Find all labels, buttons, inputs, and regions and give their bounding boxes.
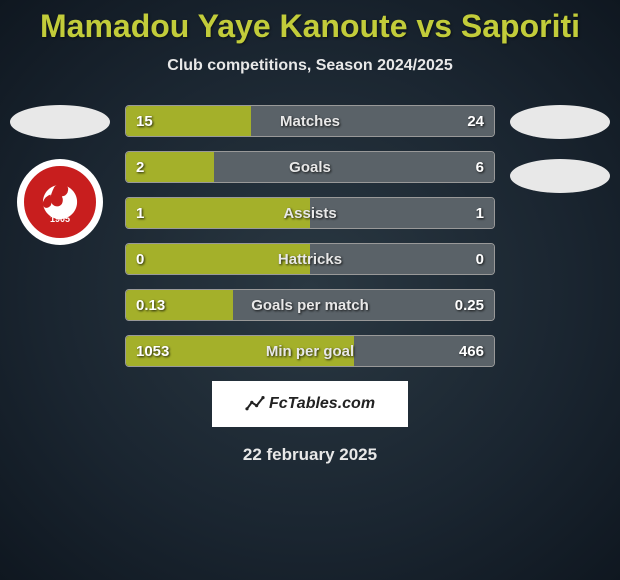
stat-row: 1053466Min per goal <box>125 335 495 367</box>
stat-row: 26Goals <box>125 151 495 183</box>
stat-bar-right <box>310 198 494 228</box>
placeholder-oval-icon <box>510 159 610 193</box>
stat-row: 0.130.25Goals per match <box>125 289 495 321</box>
stat-value-left: 15 <box>136 106 153 136</box>
stat-value-left: 0.13 <box>136 290 165 320</box>
stat-value-left: 1 <box>136 198 144 228</box>
left-player-logos: 1905 <box>10 105 110 245</box>
stat-value-right: 6 <box>476 152 484 182</box>
stat-row: 11Assists <box>125 197 495 229</box>
branding-text: FcTables.com <box>269 395 375 413</box>
stat-bar-right <box>214 152 494 182</box>
griffin-icon <box>26 168 94 236</box>
club-badge-perugia: 1905 <box>17 159 103 245</box>
stat-row: 00Hattricks <box>125 243 495 275</box>
stat-bar-right <box>251 106 494 136</box>
stat-value-left: 0 <box>136 244 144 274</box>
branding-badge: FcTables.com <box>212 381 408 427</box>
stat-value-right: 24 <box>467 106 484 136</box>
stat-value-right: 466 <box>459 336 484 366</box>
page-subtitle: Club competitions, Season 2024/2025 <box>0 57 620 75</box>
stat-value-right: 1 <box>476 198 484 228</box>
placeholder-oval-icon <box>510 105 610 139</box>
stat-value-left: 1053 <box>136 336 169 366</box>
date-label: 22 february 2025 <box>0 445 620 465</box>
stat-bar-left <box>126 244 310 274</box>
stat-row: 1524Matches <box>125 105 495 137</box>
stats-bars-container: 1524Matches26Goals11Assists00Hattricks0.… <box>125 105 495 367</box>
stat-bar-left <box>126 198 310 228</box>
stat-bar-right <box>310 244 494 274</box>
placeholder-oval-icon <box>10 105 110 139</box>
comparison-area: 1905 1524Matches26Goals11Assists00Hattri… <box>0 105 620 367</box>
stat-value-right: 0.25 <box>455 290 484 320</box>
club-badge-year: 1905 <box>26 214 94 224</box>
club-badge-inner: 1905 <box>24 166 96 238</box>
stat-value-right: 0 <box>476 244 484 274</box>
page-title: Mamadou Yaye Kanoute vs Saporiti <box>0 0 620 45</box>
stat-value-left: 2 <box>136 152 144 182</box>
chart-icon <box>245 396 265 412</box>
right-player-logos <box>510 105 610 193</box>
